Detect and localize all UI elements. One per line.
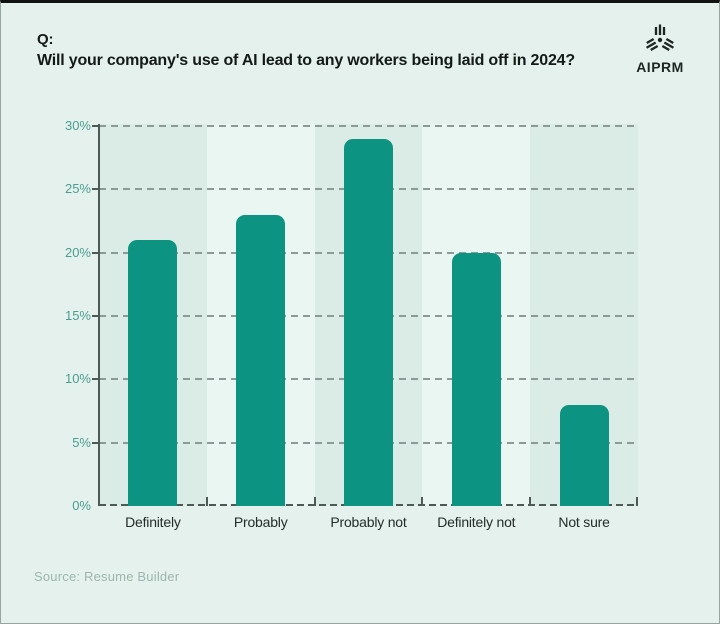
y-axis-tick-label: 10% [64, 371, 91, 387]
question-prefix: Q: [37, 31, 54, 48]
bar [128, 240, 178, 506]
gridline [99, 125, 638, 127]
y-axis-tick-label: 25% [64, 181, 91, 197]
aiprm-logo: AIPRM [625, 23, 695, 75]
y-axis-tick-label: 30% [64, 118, 91, 133]
y-axis-tick-label: 15% [64, 308, 91, 323]
x-axis-boundary-tick [313, 497, 316, 506]
y-axis-tick-label: 0% [72, 498, 91, 513]
x-axis-category-label: Not sure [558, 514, 610, 530]
x-axis-boundary-tick [636, 497, 638, 506]
bar-chart [99, 124, 638, 506]
x-axis-category-label: Probably [233, 514, 288, 530]
aiprm-logo-text: AIPRM [636, 59, 684, 75]
bar [559, 404, 609, 506]
x-axis-category-label: Definitely [125, 514, 181, 530]
x-axis-boundary-tick [205, 497, 208, 506]
y-axis-tick [92, 188, 99, 191]
y-axis [98, 124, 100, 506]
aiprm-emblem-icon [646, 24, 674, 51]
x-axis-boundary-tick [421, 497, 424, 506]
y-axis-tick [92, 125, 99, 127]
x-axis-category-label: Probably not [330, 514, 407, 530]
source-caption: Source: Resume Builder [34, 569, 180, 584]
y-axis-tick-label: 5% [72, 434, 91, 450]
bar [236, 214, 286, 506]
page-title: Will your company's use of AI lead to an… [37, 52, 575, 69]
y-axis-tick [92, 251, 99, 254]
bar [344, 138, 393, 506]
y-axis-tick [92, 378, 99, 381]
y-axis-tick [92, 315, 99, 317]
x-axis-boundary-tick [529, 497, 532, 506]
bar [451, 252, 501, 506]
x-axis-category-label: Definitely not [437, 514, 516, 530]
y-axis-tick [92, 441, 99, 444]
y-axis-tick-label: 20% [64, 244, 91, 260]
